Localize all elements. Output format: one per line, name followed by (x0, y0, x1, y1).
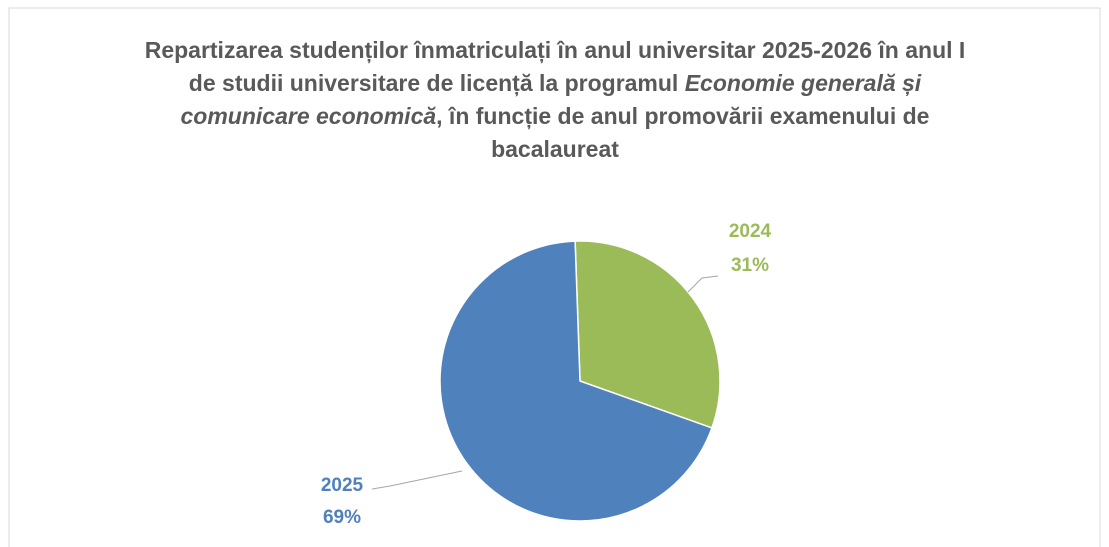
pie-slice (574, 240, 721, 429)
title-part: , în funcție de anul promovării examenul… (436, 103, 930, 162)
category-label: 2025 (321, 475, 364, 496)
value-label: 31% (731, 255, 769, 276)
leader-line (687, 275, 719, 293)
title-part: Economie generală și comunicare economic… (180, 70, 922, 129)
pie-slice (439, 240, 713, 522)
title-part: Repartizarea studenților înmatriculați î… (144, 37, 966, 96)
value-label: 69% (323, 507, 361, 528)
chart-title: Repartizarea studenților înmatriculați î… (140, 34, 970, 166)
leader-line (371, 470, 463, 490)
chart-border (8, 7, 1101, 547)
category-label: 2024 (729, 221, 772, 242)
